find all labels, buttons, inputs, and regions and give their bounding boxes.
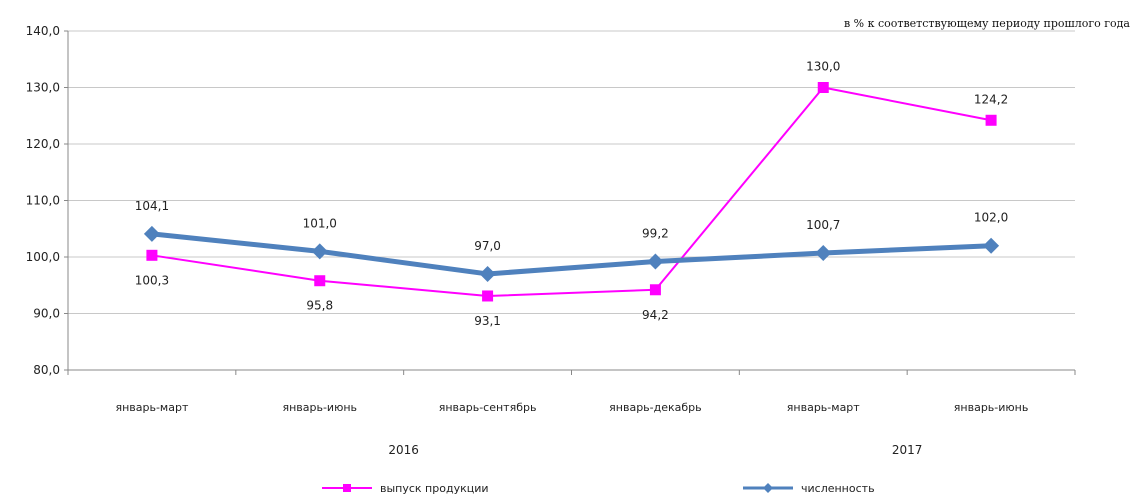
data-label: 101,0 bbox=[303, 216, 337, 230]
data-label: 93,1 bbox=[474, 314, 501, 328]
data-point bbox=[817, 82, 829, 93]
data-label: 130,0 bbox=[806, 60, 840, 74]
data-label: 102,0 bbox=[974, 211, 1008, 225]
data-point bbox=[985, 114, 997, 126]
data-label: 99,2 bbox=[642, 227, 669, 241]
data-point bbox=[146, 249, 158, 261]
year-label: 2016 bbox=[388, 443, 419, 457]
legend-label: выпуск продукции bbox=[380, 482, 489, 494]
legend-item-employment: численность bbox=[743, 482, 875, 494]
y-tick-label: 120,0 bbox=[26, 137, 60, 151]
data-point bbox=[983, 237, 1000, 254]
data-label: 124,2 bbox=[974, 92, 1008, 106]
data-point bbox=[647, 253, 664, 270]
legend-marker bbox=[343, 484, 351, 492]
data-label: 94,2 bbox=[642, 308, 669, 322]
series-line-employment bbox=[151, 231, 992, 277]
legend-label: численность bbox=[801, 482, 875, 494]
y-tick-label: 110,0 bbox=[26, 194, 60, 208]
x-category-label: январь-июнь bbox=[282, 401, 357, 414]
x-category-label: январь-декабрь bbox=[609, 401, 701, 414]
legend-marker bbox=[763, 483, 773, 493]
x-category-label: январь-июнь bbox=[954, 401, 1029, 414]
data-label: 104,1 bbox=[135, 199, 169, 213]
data-point bbox=[314, 275, 326, 287]
series-line-output bbox=[151, 86, 992, 297]
data-point bbox=[143, 225, 160, 242]
data-point bbox=[815, 245, 832, 262]
x-category-label: январь-март bbox=[787, 401, 860, 414]
unit-note: в % к соответствующему периоду прошлого … bbox=[844, 17, 1130, 30]
data-label: 100,3 bbox=[135, 273, 169, 287]
data-point bbox=[479, 265, 496, 282]
data-point bbox=[311, 243, 328, 260]
y-tick-label: 130,0 bbox=[26, 81, 60, 95]
legend-item-output: выпуск продукции bbox=[322, 482, 489, 494]
x-category-label: январь-март bbox=[115, 401, 188, 414]
data-point bbox=[649, 284, 661, 296]
x-category-label: январь-сентябрь bbox=[439, 401, 537, 414]
year-label: 2017 bbox=[892, 443, 923, 457]
y-tick-label: 80,0 bbox=[33, 363, 60, 377]
y-tick-label: 140,0 bbox=[26, 24, 60, 38]
data-point bbox=[482, 290, 494, 302]
data-label: 97,0 bbox=[474, 239, 501, 253]
data-label: 95,8 bbox=[306, 299, 333, 313]
y-tick-label: 90,0 bbox=[33, 307, 60, 321]
data-label: 100,7 bbox=[806, 218, 840, 232]
y-tick-label: 100,0 bbox=[26, 250, 60, 264]
